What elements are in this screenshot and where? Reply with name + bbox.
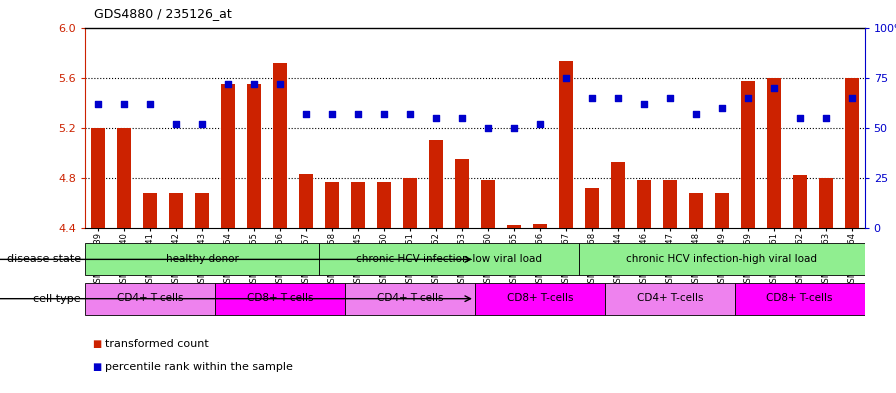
FancyBboxPatch shape [475, 283, 605, 314]
Text: CD8+ T-cells: CD8+ T-cells [246, 293, 314, 303]
FancyBboxPatch shape [735, 283, 865, 314]
Point [793, 115, 807, 121]
Bar [663, 180, 676, 228]
FancyBboxPatch shape [85, 243, 319, 275]
Point [143, 101, 158, 107]
Text: chronic HCV infection-high viral load: chronic HCV infection-high viral load [626, 253, 817, 264]
Point [845, 94, 859, 101]
Bar [325, 182, 339, 228]
Text: disease state: disease state [6, 254, 81, 264]
Bar [481, 180, 495, 228]
Bar [403, 178, 417, 228]
FancyBboxPatch shape [345, 283, 475, 314]
Point [247, 81, 262, 87]
Bar [559, 61, 573, 228]
Point [351, 110, 366, 117]
Bar [91, 128, 105, 228]
Text: transformed count: transformed count [105, 340, 209, 349]
Text: CD4+ T-cells: CD4+ T-cells [636, 293, 703, 303]
Text: CD8+ T-cells: CD8+ T-cells [506, 293, 573, 303]
Bar [507, 226, 521, 228]
FancyBboxPatch shape [605, 283, 735, 314]
Bar [429, 140, 443, 228]
Point [195, 121, 210, 127]
Bar [715, 193, 728, 228]
Point [715, 105, 729, 111]
FancyBboxPatch shape [215, 283, 345, 314]
Bar [585, 188, 599, 228]
Point [507, 125, 521, 131]
Bar [299, 174, 313, 228]
Point [481, 125, 495, 131]
Point [559, 75, 573, 81]
Bar [221, 84, 235, 228]
Point [663, 94, 677, 101]
Point [689, 110, 703, 117]
Point [767, 84, 781, 91]
Text: chronic HCV infection-low viral load: chronic HCV infection-low viral load [356, 253, 542, 264]
Text: percentile rank within the sample: percentile rank within the sample [105, 362, 293, 372]
Text: CD4+ T-cells: CD4+ T-cells [376, 293, 444, 303]
Text: GDS4880 / 235126_at: GDS4880 / 235126_at [94, 7, 232, 20]
Text: CD8+ T-cells: CD8+ T-cells [766, 293, 833, 303]
Point [325, 110, 340, 117]
Point [585, 94, 599, 101]
Point [169, 121, 184, 127]
Bar [741, 81, 754, 228]
Bar [767, 78, 780, 228]
Bar [351, 182, 365, 228]
Point [377, 110, 392, 117]
Point [91, 101, 106, 107]
Point [611, 94, 625, 101]
Text: healthy donor: healthy donor [166, 253, 238, 264]
Point [819, 115, 833, 121]
Bar [169, 193, 183, 228]
Bar [611, 162, 625, 228]
Point [117, 101, 132, 107]
Point [637, 101, 651, 107]
Point [273, 81, 288, 87]
Point [455, 115, 470, 121]
Bar [195, 193, 209, 228]
Bar [377, 182, 391, 228]
Point [299, 110, 314, 117]
FancyBboxPatch shape [579, 243, 865, 275]
Point [221, 81, 236, 87]
Bar [637, 180, 650, 228]
Bar [143, 193, 157, 228]
Bar [117, 128, 131, 228]
Bar [533, 224, 547, 228]
Bar [455, 159, 469, 228]
Bar [273, 62, 287, 228]
Bar [819, 178, 832, 228]
Bar [247, 84, 261, 228]
Text: CD4+ T-cells: CD4+ T-cells [116, 293, 184, 303]
Text: ■: ■ [92, 340, 101, 349]
Point [403, 110, 418, 117]
FancyBboxPatch shape [319, 243, 579, 275]
Text: ■: ■ [92, 362, 101, 372]
FancyBboxPatch shape [85, 283, 215, 314]
Bar [689, 193, 702, 228]
Text: cell type: cell type [33, 294, 81, 304]
Bar [793, 175, 806, 228]
Point [533, 121, 547, 127]
Point [429, 115, 444, 121]
Bar [845, 78, 858, 228]
Point [741, 94, 755, 101]
